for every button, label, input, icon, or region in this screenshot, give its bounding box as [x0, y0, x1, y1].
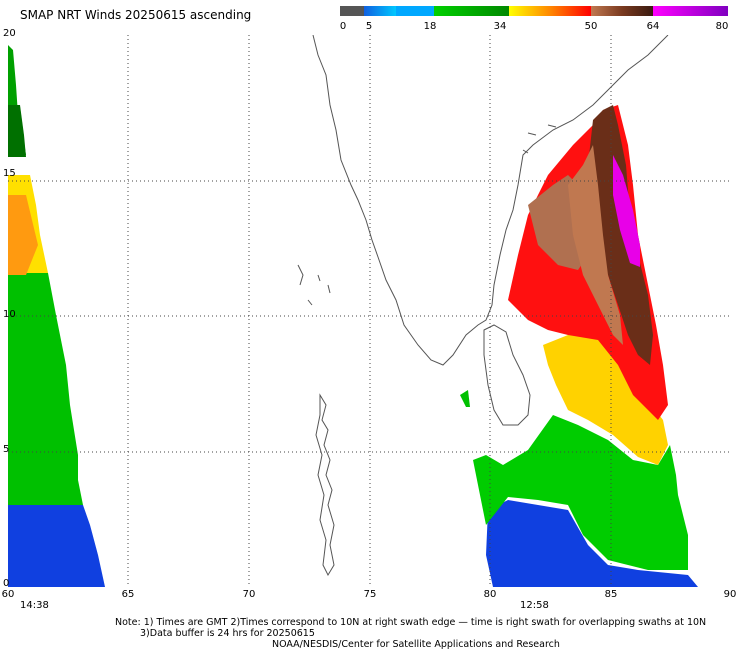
east-coast-islands: [522, 124, 557, 154]
coastline: [297, 35, 669, 577]
note-line-2: 3)Data buffer is 24 hrs for 20250615: [140, 628, 315, 639]
swath-green-region: [8, 273, 83, 505]
legend-tick: 0: [339, 21, 347, 32]
lat-tick-20: 20: [3, 28, 16, 39]
sri-lanka-coast: [483, 324, 531, 426]
right-swath-time: 12:58: [520, 600, 549, 611]
wind-map: [8, 35, 732, 587]
lat-tick-5: 5: [3, 444, 10, 455]
swath-lightbrown-region: [568, 145, 623, 345]
legend-tick: 34: [493, 21, 507, 32]
swath-blue-region: [8, 505, 105, 587]
lakshadweep-outline: [297, 264, 331, 306]
maldives-outline: [315, 393, 335, 577]
lon-tick-60: 60: [1, 589, 15, 600]
swath-orange-region: [8, 195, 38, 275]
lat-tick-10: 10: [3, 309, 16, 320]
swath-darkbrown-region: [588, 105, 653, 365]
lon-tick-70: 70: [242, 589, 256, 600]
lon-tick-80: 80: [483, 589, 497, 600]
legend-tick: 80: [715, 21, 729, 32]
swath-magenta-region: [613, 155, 640, 267]
swath-yellow-region: [543, 330, 668, 465]
legend-swatch-18-34: [434, 6, 509, 16]
lon-tick-65: 65: [121, 589, 135, 600]
right-swath: [460, 105, 698, 587]
note-line-1: Note: 1) Times are GMT 2)Times correspon…: [115, 617, 707, 628]
left-swath: [8, 45, 105, 587]
swath-blue-region: [486, 500, 698, 587]
legend-swatch-64-80: [653, 6, 728, 16]
legend-tick: 64: [646, 21, 660, 32]
legend-swatch-5-18: [364, 6, 396, 16]
wind-speed-legend: 0 5 18 34 50 64 80: [340, 6, 728, 34]
india-coast: [312, 35, 669, 366]
note-line-3: NOAA/NESDIS/Center for Satellite Applica…: [272, 639, 560, 650]
legend-tick: 50: [584, 21, 598, 32]
lat-tick-0: 0: [3, 578, 10, 589]
left-swath-time: 14:38: [20, 600, 49, 611]
lon-tick-90: 90: [723, 589, 737, 600]
legend-swatch-cyan: [396, 6, 434, 16]
legend-swatch-0-5: [340, 6, 364, 16]
swath-green-fragment: [460, 390, 470, 407]
legend-swatch-34-50: [509, 6, 591, 16]
legend-tick: 18: [423, 21, 437, 32]
lon-tick-75: 75: [363, 589, 377, 600]
legend-swatch-50-64: [591, 6, 653, 16]
swath-darkgreen-region: [8, 105, 26, 157]
map-title: SMAP NRT Winds 20250615 ascending: [20, 8, 252, 22]
legend-tick: 5: [365, 21, 373, 32]
map-canvas: [8, 35, 732, 587]
lon-tick-85: 85: [604, 589, 618, 600]
swath-green-region: [473, 415, 688, 570]
legend-color-bar: [340, 6, 728, 16]
lat-tick-15: 15: [3, 168, 16, 179]
